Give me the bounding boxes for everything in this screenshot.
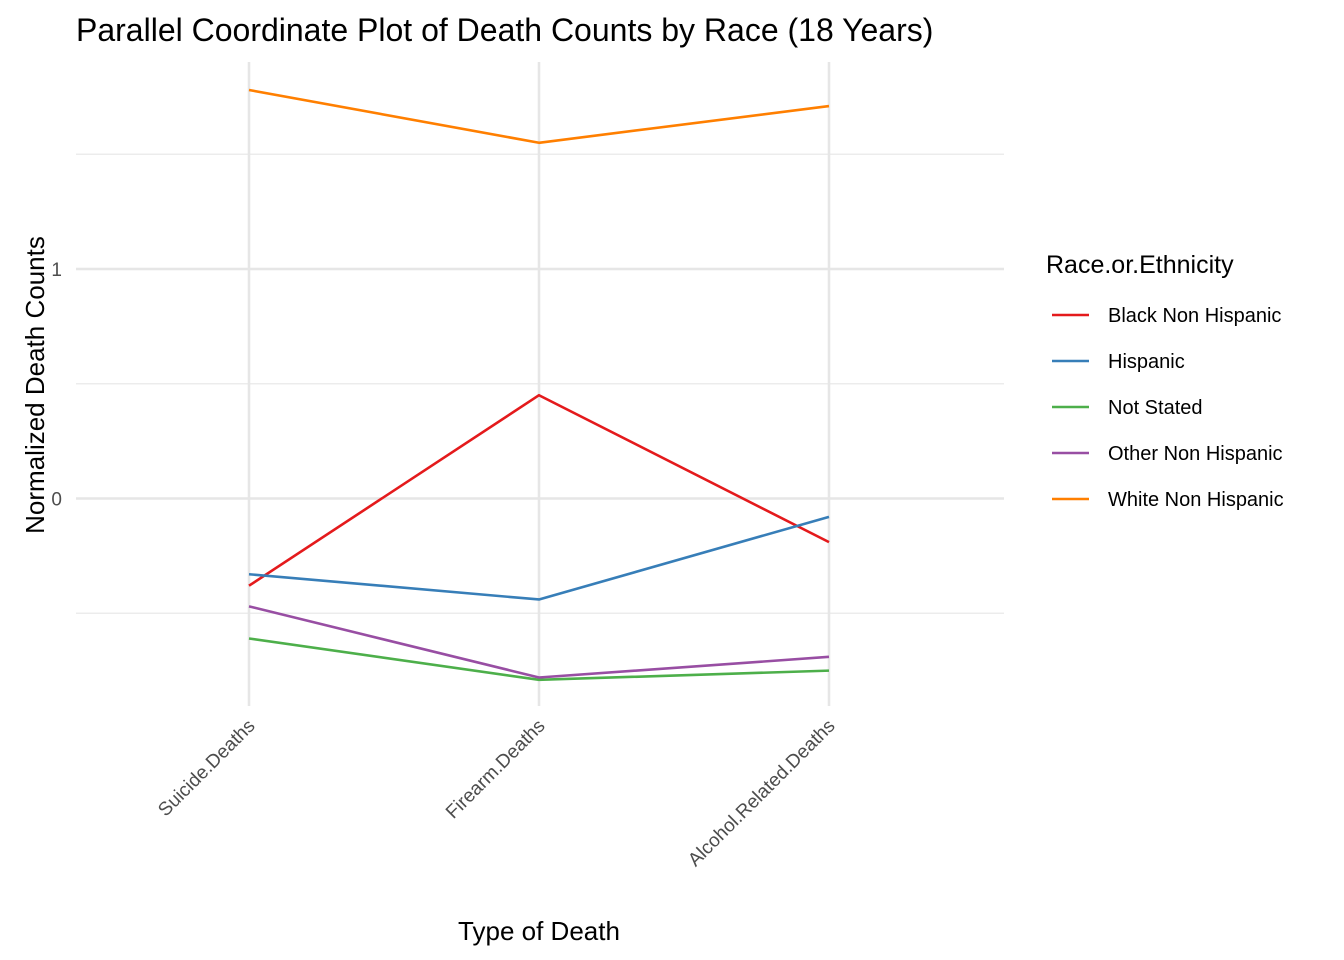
legend-label: White Non Hispanic — [1108, 489, 1284, 511]
y-axis-title: Normalized Death Counts — [20, 236, 50, 534]
legend-label: Not Stated — [1108, 397, 1203, 419]
legend-label: Black Non Hispanic — [1108, 305, 1281, 327]
grid — [76, 62, 1004, 706]
legend: Race.or.Ethnicity Black Non Hispanic Hisp… — [1046, 251, 1284, 511]
x-axis-title: Type of Death — [458, 916, 620, 946]
y-tick-label: 1 — [51, 260, 62, 281]
legend-items: Black Non Hispanic Hispanic Not Stated Othe… — [1052, 305, 1284, 511]
x-tick-label: Alcohol.Related.Deaths — [684, 716, 839, 871]
x-tick-label: Suicide.Deaths — [154, 716, 259, 821]
legend-label: Hispanic — [1108, 351, 1185, 373]
series-line — [248, 605, 830, 679]
series-line — [248, 88, 830, 145]
y-tick-label: 0 — [51, 490, 62, 511]
legend-title: Race.or.Ethnicity — [1046, 251, 1234, 279]
x-axis-ticks: Suicide.Deaths Firearm.Deaths Alcohol.Rela… — [154, 716, 839, 871]
series-line — [248, 637, 830, 682]
chart-title: Parallel Coordinate Plot of Death Counts… — [76, 12, 933, 48]
x-tick-label: Firearm.Deaths — [442, 716, 549, 823]
legend-label: Other Non Hispanic — [1108, 443, 1283, 465]
series-lines — [248, 88, 830, 682]
series-line — [248, 393, 830, 587]
y-axis-ticks: 01 — [51, 260, 62, 511]
series-line — [248, 515, 830, 601]
